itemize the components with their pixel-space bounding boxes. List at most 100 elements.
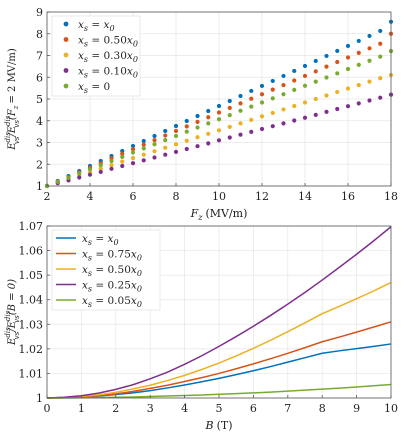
data-point	[130, 156, 136, 161]
legend-entry: xs = x0	[78, 19, 115, 33]
data-point	[216, 110, 222, 115]
data-point	[152, 138, 157, 143]
x-tick-label: 14	[298, 190, 312, 203]
y-tick-label: 8	[36, 28, 43, 41]
data-point	[238, 108, 243, 113]
data-point	[216, 138, 222, 143]
data-point	[141, 142, 146, 147]
data-point	[120, 163, 125, 169]
data-point	[206, 121, 211, 126]
x-tick-label: 2	[44, 190, 51, 203]
x-tick-label: 1	[78, 402, 85, 415]
data-point	[227, 105, 232, 111]
x-tick-label: 12	[255, 190, 269, 203]
data-point	[302, 73, 308, 79]
data-point	[345, 86, 351, 91]
data-point	[55, 179, 60, 184]
data-point	[195, 135, 200, 140]
data-point	[259, 83, 265, 89]
data-point	[313, 112, 318, 117]
data-point	[270, 110, 275, 116]
data-point	[367, 98, 372, 103]
data-point	[281, 82, 286, 88]
data-point	[216, 103, 222, 109]
x-tick-label: 9	[353, 402, 360, 415]
top-x-ticks: 2 4 6 8 10 12 14 16 18	[44, 183, 398, 203]
data-point	[173, 123, 179, 129]
legend-marker	[63, 83, 69, 89]
legend-entry: xs = 0.30x0	[78, 50, 138, 64]
bottom-series	[46, 226, 392, 399]
top-y-axis-label: Edisvs/Edisvs(Fz= 2 MV/m)	[4, 48, 21, 151]
x-tick-label: 4	[87, 190, 94, 203]
data-point	[345, 55, 351, 60]
data-point	[109, 166, 114, 171]
data-point	[378, 54, 383, 59]
data-point	[195, 113, 200, 119]
data-point	[249, 88, 254, 94]
series-1-line	[46, 321, 392, 399]
data-point	[324, 93, 329, 98]
y-tick-label: 1	[36, 392, 43, 405]
top-y-ticks: 1 2 3 4 5 6 7 8 9	[36, 6, 50, 193]
data-point	[356, 62, 361, 67]
y-tick-label: 1.05	[19, 269, 44, 282]
data-point	[249, 104, 254, 109]
data-point	[259, 114, 265, 119]
top-gridlines	[46, 11, 392, 187]
data-point	[356, 101, 361, 106]
x-tick-label: 6	[130, 190, 137, 203]
data-point	[367, 46, 372, 51]
data-point	[152, 155, 157, 160]
data-point	[281, 92, 286, 97]
data-point	[98, 166, 103, 171]
y-tick-label: 7	[36, 50, 43, 63]
data-point	[302, 63, 308, 69]
data-point	[270, 87, 275, 92]
data-point	[87, 172, 93, 177]
data-point	[238, 132, 243, 137]
data-point	[109, 158, 114, 164]
y-tick-label: 1.01	[19, 367, 44, 380]
legend-entry: xs = 0.25x0	[82, 280, 142, 294]
x-tick-label: 8	[319, 402, 326, 415]
x-tick-label: 0	[44, 402, 51, 415]
bottom-x-axis-label: B (T)	[204, 419, 232, 432]
y-tick-label: 6	[36, 71, 43, 84]
data-point	[141, 146, 146, 151]
series-4-points	[44, 49, 394, 189]
y-tick-label: 9	[36, 6, 43, 19]
data-point	[227, 124, 232, 129]
data-point	[270, 96, 275, 101]
data-point	[335, 106, 340, 112]
data-point	[378, 76, 383, 81]
x-tick-label: 6	[250, 402, 257, 415]
data-point	[249, 129, 254, 134]
data-point	[77, 171, 82, 176]
data-point	[163, 145, 168, 150]
bottom-y-axis-label: Edisvs/Edisvs(B = 0)	[4, 279, 21, 346]
data-point	[249, 96, 254, 101]
data-point	[195, 144, 200, 149]
x-tick-label: 3	[147, 402, 154, 415]
legend-marker	[63, 37, 69, 42]
data-point	[120, 154, 125, 159]
data-point	[141, 158, 146, 163]
data-point	[335, 71, 340, 76]
data-point	[313, 79, 318, 84]
data-point	[206, 131, 211, 136]
legend-entry: xs = 0.50x0	[82, 264, 142, 278]
data-point	[206, 108, 211, 114]
data-point	[302, 100, 308, 105]
data-point	[130, 161, 136, 166]
y-tick-label: 5	[36, 93, 43, 106]
legend-entry: xs = 0.50x0	[78, 35, 138, 49]
data-point	[195, 119, 200, 124]
data-point	[77, 175, 82, 180]
data-point	[152, 149, 157, 154]
data-point	[302, 115, 308, 120]
data-point	[130, 150, 136, 155]
y-tick-label: 4	[36, 115, 43, 128]
bottom-chart: 0 1 2 3 4 5 6 7 8 9 10 11.011.021.031.041.051.061.…	[4, 220, 398, 432]
data-point	[292, 118, 297, 123]
